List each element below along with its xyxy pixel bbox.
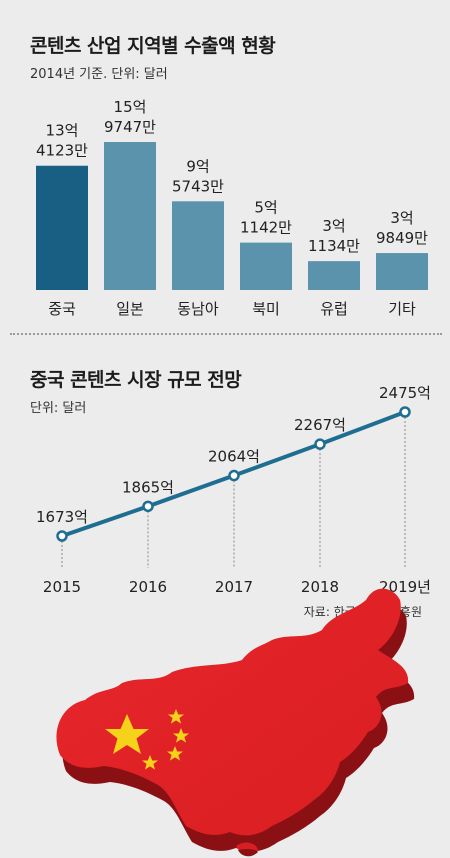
point-value-label: 2475억 [379, 384, 431, 402]
bar-value-label: 5743만 [172, 177, 224, 195]
bar-value-label: 1142만 [240, 219, 292, 237]
data-point [228, 469, 240, 482]
point-value-label: 1865억 [122, 478, 174, 496]
bar-value-label: 1134만 [308, 237, 360, 255]
x-tick-label: 2018 [301, 578, 339, 596]
x-tick-label: 2017 [215, 578, 253, 596]
data-point [399, 406, 411, 418]
category-label: 유럽 [320, 300, 348, 318]
point-value-label: 2267억 [294, 416, 346, 434]
flag-stars [105, 709, 189, 770]
bar-value-label: 9747만 [104, 118, 156, 136]
bar-value-label: 9849만 [376, 229, 428, 247]
bar-중국 [36, 165, 88, 290]
small-star-icon [167, 746, 183, 761]
bar-value-label: 3억 [390, 209, 413, 227]
large-star-icon [105, 714, 149, 754]
category-label: 중국 [48, 300, 76, 318]
data-point [56, 530, 68, 542]
point-value-label: 2064억 [208, 448, 260, 466]
x-tick-label: 2016 [129, 578, 167, 596]
point-value-label: 1673억 [36, 508, 88, 526]
bar-value-label: 5억 [254, 199, 277, 217]
data-point [142, 500, 154, 513]
bar-북미 [240, 242, 292, 290]
category-label: 기타 [388, 300, 416, 318]
bar-chart-subtitle: 2014년 기준. 단위: 달러 [30, 67, 168, 82]
bar-동남아 [172, 201, 224, 290]
x-tick-label: 2015 [43, 578, 81, 596]
bar-value-label: 4123만 [36, 142, 88, 160]
section-divider [10, 333, 442, 335]
bar-유럽 [308, 261, 360, 290]
bar-value-label: 9억 [186, 157, 209, 175]
china-map-shape [56, 588, 415, 857]
category-label: 북미 [252, 300, 280, 318]
line-chart-subtitle: 단위: 달러 [30, 401, 87, 416]
bar-기타 [376, 253, 428, 290]
small-star-icon [168, 709, 184, 724]
bar-value-label: 15억 [114, 98, 147, 116]
bar-value-label: 3억 [322, 217, 345, 235]
bar-value-label: 13억 [46, 122, 79, 140]
bar-chart-title: 콘텐츠 산업 지역별 수출액 현황 [30, 35, 276, 57]
data-point [314, 438, 326, 450]
category-label: 동남아 [177, 300, 219, 318]
small-star-icon [142, 755, 158, 770]
category-label: 일본 [116, 300, 144, 318]
line-chart-title: 중국 콘텐츠 시장 규모 전망 [30, 369, 242, 391]
line-chart: 1673억 2015 1865억 2016 2064억 2017 2267억 2018 2475… [36, 384, 431, 596]
bar-일본 [104, 142, 156, 290]
small-star-icon [173, 728, 189, 743]
